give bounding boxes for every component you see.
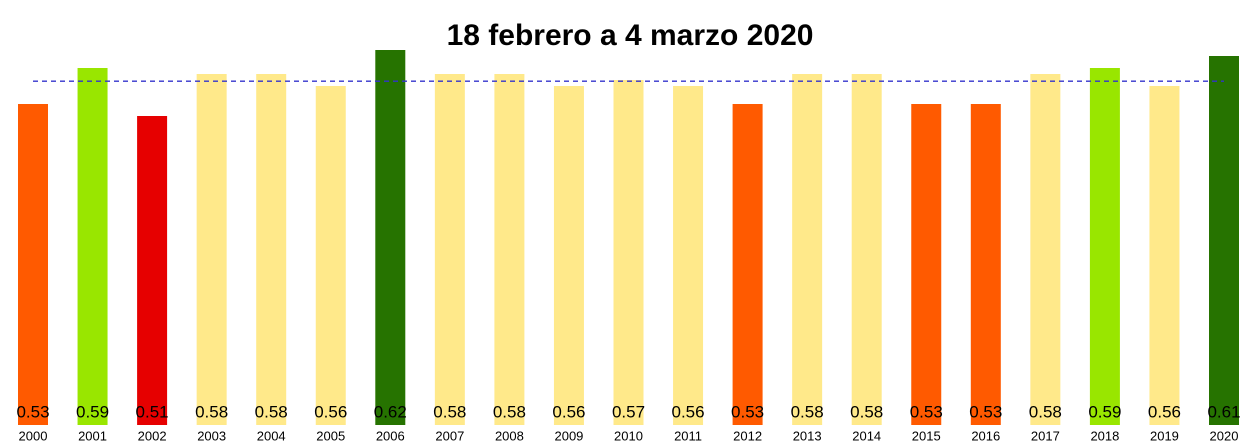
x-tick-label: 2012 — [733, 428, 762, 443]
value-label: 0.56 — [1148, 402, 1181, 421]
x-tick-label: 2003 — [197, 428, 226, 443]
x-tick-label: 2010 — [614, 428, 643, 443]
bar — [1089, 68, 1120, 425]
bar — [18, 104, 48, 425]
bar — [613, 80, 644, 425]
bar — [375, 50, 406, 425]
x-tick-label: 2015 — [912, 428, 941, 443]
bar — [77, 68, 108, 425]
value-label: 0.56 — [672, 402, 705, 421]
bar — [315, 86, 346, 425]
value-label: 0.53 — [731, 402, 764, 421]
bar — [673, 86, 704, 425]
bar — [732, 104, 763, 425]
value-label: 0.61 — [1207, 402, 1240, 421]
value-label: 0.53 — [969, 402, 1002, 421]
bar — [911, 104, 942, 425]
x-tick-label: 2013 — [793, 428, 822, 443]
value-label: 0.59 — [76, 402, 109, 421]
x-tick-label: 2001 — [78, 428, 107, 443]
bar — [970, 104, 1001, 425]
x-tick-label: 2002 — [138, 428, 167, 443]
value-label: 0.58 — [791, 402, 824, 421]
x-tick-label: 2017 — [1031, 428, 1060, 443]
bar — [1030, 74, 1061, 425]
bar — [137, 116, 168, 425]
bar — [434, 74, 465, 425]
value-label: 0.58 — [255, 402, 288, 421]
bar — [196, 74, 227, 425]
value-label: 0.59 — [1088, 402, 1121, 421]
bar — [792, 74, 823, 425]
x-tick-label: 2000 — [19, 428, 48, 443]
x-tick-label: 2005 — [316, 428, 345, 443]
x-tick-label: 2008 — [495, 428, 524, 443]
x-tick-label: 2016 — [971, 428, 1000, 443]
bar — [256, 74, 287, 425]
value-label: 0.56 — [552, 402, 585, 421]
value-label: 0.57 — [612, 402, 645, 421]
bar — [494, 74, 525, 425]
x-tick-label: 2009 — [554, 428, 583, 443]
x-tick-label: 2014 — [852, 428, 881, 443]
x-tick-label: 2018 — [1090, 428, 1119, 443]
value-label: 0.58 — [195, 402, 228, 421]
value-label: 0.53 — [910, 402, 943, 421]
x-tick-label: 2011 — [674, 428, 702, 443]
value-label: 0.62 — [374, 402, 407, 421]
bar — [1149, 86, 1180, 425]
value-label: 0.58 — [850, 402, 883, 421]
value-label: 0.58 — [1029, 402, 1062, 421]
value-label: 0.58 — [433, 402, 466, 421]
bar — [553, 86, 584, 425]
x-tick-label: 2007 — [435, 428, 464, 443]
value-label: 0.53 — [16, 402, 49, 421]
chart-title: 18 febrero a 4 marzo 2020 — [447, 19, 814, 52]
bar — [1209, 56, 1239, 425]
x-tick-label: 2006 — [376, 428, 405, 443]
x-tick-label: 2019 — [1150, 428, 1179, 443]
bar — [851, 74, 882, 425]
x-tick-label: 2020 — [1210, 428, 1239, 443]
x-tick-label: 2004 — [257, 428, 286, 443]
value-label: 0.58 — [493, 402, 526, 421]
value-label: 0.56 — [314, 402, 347, 421]
value-label: 0.51 — [136, 402, 169, 421]
